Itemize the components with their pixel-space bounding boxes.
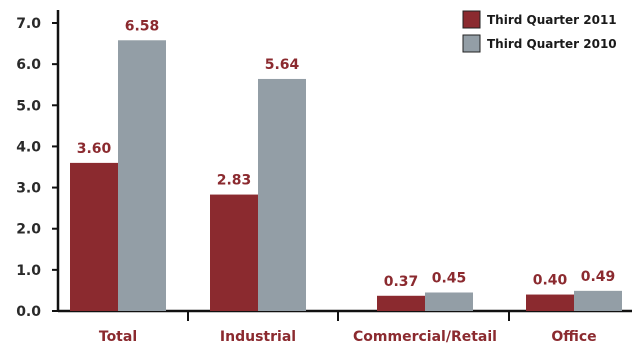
legend-swatch [462, 34, 481, 53]
legend-label: Third Quarter 2011 [487, 13, 617, 27]
data-label: 3.60 [77, 141, 112, 157]
y-tick-label: 4.0 [16, 139, 41, 155]
y-tick-label: 1.0 [16, 263, 41, 279]
x-category-label: Total [99, 329, 137, 345]
bar-q3-2010 [118, 40, 166, 311]
chart-bars [70, 40, 622, 311]
legend-swatch [462, 10, 481, 29]
y-tick-label: 7.0 [16, 16, 41, 32]
data-label: 5.64 [265, 57, 300, 73]
y-tick-label: 0.0 [16, 304, 41, 320]
bar-q3-2011 [377, 295, 425, 311]
bar-q3-2010 [574, 290, 622, 311]
bar-q3-2011 [526, 294, 574, 311]
bar-q3-2010 [258, 78, 306, 311]
y-tick-label: 6.0 [16, 57, 41, 73]
bar-q3-2011 [210, 194, 258, 311]
data-label: 0.40 [533, 273, 568, 289]
bar-q3-2011 [70, 162, 118, 311]
x-category-label: Office [551, 329, 596, 345]
x-category-label: Commercial/Retail [353, 329, 497, 345]
data-label: 0.49 [581, 269, 616, 285]
legend-label: Third Quarter 2010 [487, 37, 617, 51]
y-tick-label: 2.0 [16, 222, 41, 238]
x-category-label: Industrial [220, 329, 296, 345]
data-label: 0.45 [432, 270, 467, 286]
data-label: 2.83 [217, 173, 252, 189]
y-tick-label: 5.0 [16, 98, 41, 114]
data-label: 6.58 [125, 18, 160, 34]
bar-q3-2010 [425, 292, 473, 311]
chart-legend: Third Quarter 2011 Third Quarter 2010 [462, 10, 617, 53]
chart-labels: 3.60 6.58 Total 2.83 5.64 Industrial 0.37 0.45 C… [77, 18, 616, 345]
y-tick-label: 3.0 [16, 181, 41, 197]
data-label: 0.37 [384, 274, 419, 290]
